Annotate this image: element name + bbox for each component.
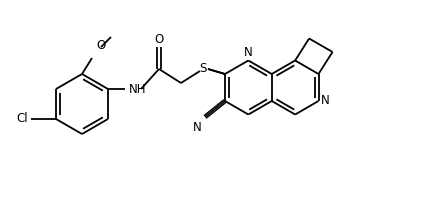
- Text: N: N: [244, 46, 253, 59]
- Text: Cl: Cl: [16, 113, 28, 126]
- Text: N: N: [193, 121, 202, 134]
- Text: O: O: [155, 33, 164, 46]
- Text: S: S: [199, 63, 207, 75]
- Text: O: O: [96, 39, 105, 52]
- Text: N: N: [321, 95, 329, 107]
- Text: NH: NH: [129, 82, 147, 95]
